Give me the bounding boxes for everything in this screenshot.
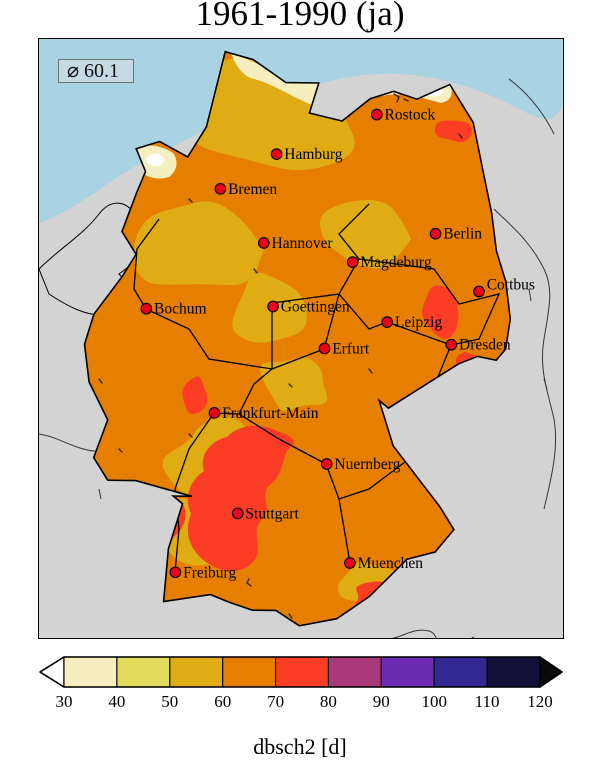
svg-text:60: 60 xyxy=(214,692,231,711)
svg-text:Cottbus: Cottbus xyxy=(487,277,535,294)
svg-text:Goettingen: Goettingen xyxy=(281,299,350,316)
svg-text:Hamburg: Hamburg xyxy=(284,146,343,163)
svg-text:Freiburg: Freiburg xyxy=(183,564,236,581)
svg-text:Frankfurt-Main: Frankfurt-Main xyxy=(222,405,319,422)
svg-text:Rostock: Rostock xyxy=(385,107,436,124)
svg-text:100: 100 xyxy=(421,692,447,711)
svg-text:110: 110 xyxy=(475,692,500,711)
svg-text:Magdeburg: Magdeburg xyxy=(360,254,431,271)
svg-text:Hannover: Hannover xyxy=(272,235,334,252)
svg-text:Leipzig: Leipzig xyxy=(395,314,443,331)
svg-text:Bochum: Bochum xyxy=(154,301,207,318)
svg-text:40: 40 xyxy=(108,692,125,711)
svg-text:Berlin: Berlin xyxy=(443,226,482,243)
svg-text:Stuttgart: Stuttgart xyxy=(245,505,299,522)
svg-text:50: 50 xyxy=(161,692,178,711)
svg-text:Bremen: Bremen xyxy=(228,181,277,198)
svg-text:Erfurt: Erfurt xyxy=(332,341,370,358)
svg-text:120: 120 xyxy=(527,692,553,711)
svg-text:Nuernberg: Nuernberg xyxy=(334,456,400,473)
svg-text:80: 80 xyxy=(320,692,337,711)
svg-text:90: 90 xyxy=(373,692,390,711)
svg-text:30: 30 xyxy=(56,692,73,711)
svg-text:70: 70 xyxy=(267,692,284,711)
